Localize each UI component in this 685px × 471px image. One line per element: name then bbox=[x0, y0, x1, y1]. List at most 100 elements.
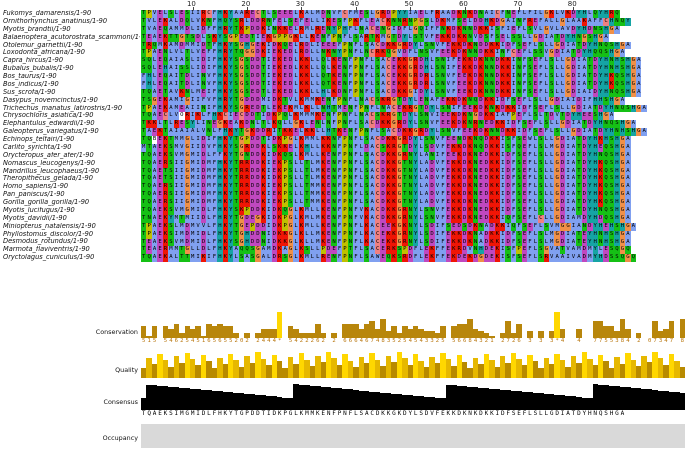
sequence-name[interactable]: Ornithorhynchus_anatinus/1-90 bbox=[3, 17, 108, 25]
sequence-name[interactable]: Theropithecus_gelada/1-90 bbox=[3, 175, 93, 183]
sequence-name[interactable]: Balaenoptera_acutorostrata_scammoni/1-90 bbox=[3, 33, 140, 41]
sequence-name[interactable]: Bos_indicus/1-90 bbox=[3, 80, 59, 88]
sequence-name[interactable]: Sus_scrofa/1-90 bbox=[3, 88, 56, 96]
residue-cell: I bbox=[255, 33, 261, 42]
residue-cell: L bbox=[554, 120, 560, 129]
residue-cell: G bbox=[565, 73, 571, 81]
sequence-name[interactable]: Myotis_lucifugus/1-90 bbox=[3, 206, 75, 214]
sequence-name[interactable]: Carlito_syrichta/1-90 bbox=[3, 143, 72, 151]
residue-cell: K bbox=[402, 57, 408, 66]
residue-cell: D bbox=[402, 120, 408, 129]
sequence-name[interactable]: Nomascus_leucogenys/1-90 bbox=[3, 159, 96, 167]
residue-cell: A bbox=[168, 57, 174, 66]
sequence-name[interactable]: Loxodonta_africana/1-90 bbox=[3, 49, 85, 57]
sequence-name[interactable]: Chrysochloris_asiatica/1-90 bbox=[3, 112, 94, 120]
residue-cell: T bbox=[260, 104, 267, 113]
residue-cell: D bbox=[472, 17, 479, 26]
residue-cell: S bbox=[353, 33, 359, 42]
residue-cell: M bbox=[336, 104, 343, 113]
residue-cell: H bbox=[576, 112, 582, 121]
sequence-name[interactable]: Otolemur_garnettii/1-90 bbox=[3, 41, 83, 49]
sequence-name[interactable]: Desmodus_rotundus/1-90 bbox=[3, 238, 88, 246]
residue-cell: N bbox=[358, 65, 365, 74]
sequence-name[interactable]: Pan_paniscus/1-90 bbox=[3, 191, 65, 199]
residue-cell: E bbox=[293, 17, 299, 26]
sequence-name[interactable]: Capra_hircus/1-90 bbox=[3, 57, 64, 65]
sequence-name[interactable]: Oryctolagus_cuniculus/1-90 bbox=[3, 254, 95, 262]
residue-cell: K bbox=[298, 120, 305, 129]
residue-cell: R bbox=[413, 73, 419, 81]
residue-cell: N bbox=[407, 17, 413, 26]
sequence-name[interactable]: Myotis_brandtii/1-90 bbox=[3, 25, 71, 33]
sequence-name[interactable]: Marmota_flaviventris/1-90 bbox=[3, 246, 90, 254]
residue-cell: L bbox=[309, 104, 316, 113]
sequence-name[interactable]: Mandrillus_leucophaeus/1-90 bbox=[3, 167, 100, 175]
residue-cell: L bbox=[298, 33, 305, 42]
residue-cell: L bbox=[467, 17, 473, 26]
residue-cell: E bbox=[238, 33, 245, 42]
sequence-name[interactable]: Orycteropus_afer_afer/1-90 bbox=[3, 151, 94, 159]
sequence-name[interactable]: Bos_taurus/1-90 bbox=[3, 73, 57, 80]
sequence-name[interactable]: Gorilla_gorilla_gorilla/1-90 bbox=[3, 199, 90, 206]
sequence-name[interactable]: Echinops_telfairi/1-90 bbox=[3, 136, 75, 143]
sequence-name[interactable]: Bubalus_bubalis/1-90 bbox=[3, 65, 74, 73]
sequence-name[interactable]: Homo_sapiens/1-90 bbox=[3, 183, 69, 191]
sequence-name[interactable]: Miniopterus_natalensis/1-90 bbox=[3, 222, 96, 230]
residue-cell: E bbox=[157, 25, 163, 34]
sequence-name[interactable]: Galeopterus_variegatus/1-90 bbox=[3, 128, 99, 136]
sequence-name[interactable]: Trichechus_manatus_latirostris/1-90 bbox=[3, 104, 123, 112]
residue-cell: N bbox=[342, 80, 348, 89]
sequence-name[interactable]: Dasypus_novemcinctus/1-90 bbox=[3, 96, 98, 104]
residue-cell: E bbox=[532, 17, 539, 26]
sequence-name[interactable]: Elephantulus_edwardii/1-90 bbox=[3, 120, 95, 128]
residue-cell: Y bbox=[228, 57, 234, 66]
residue-cell: L bbox=[358, 41, 365, 50]
ruler-label: 80 bbox=[567, 0, 577, 8]
sequence-name[interactable]: Myotis_davidii/1-90 bbox=[3, 214, 67, 222]
residue-cell: T bbox=[206, 41, 212, 50]
sequence-name[interactable]: Phyllostomus_discolor/1-90 bbox=[3, 230, 94, 238]
residue-cell: I bbox=[200, 120, 207, 129]
residue-cell: S bbox=[532, 96, 539, 105]
sequence-name[interactable]: Fukomys_damarensis/1-90 bbox=[3, 10, 92, 17]
residue-cell: O bbox=[179, 112, 185, 121]
residue-cell: N bbox=[325, 10, 332, 18]
residue-cell: G bbox=[374, 10, 381, 18]
residue-cell: H bbox=[570, 33, 577, 42]
residue-cell: D bbox=[494, 88, 501, 97]
